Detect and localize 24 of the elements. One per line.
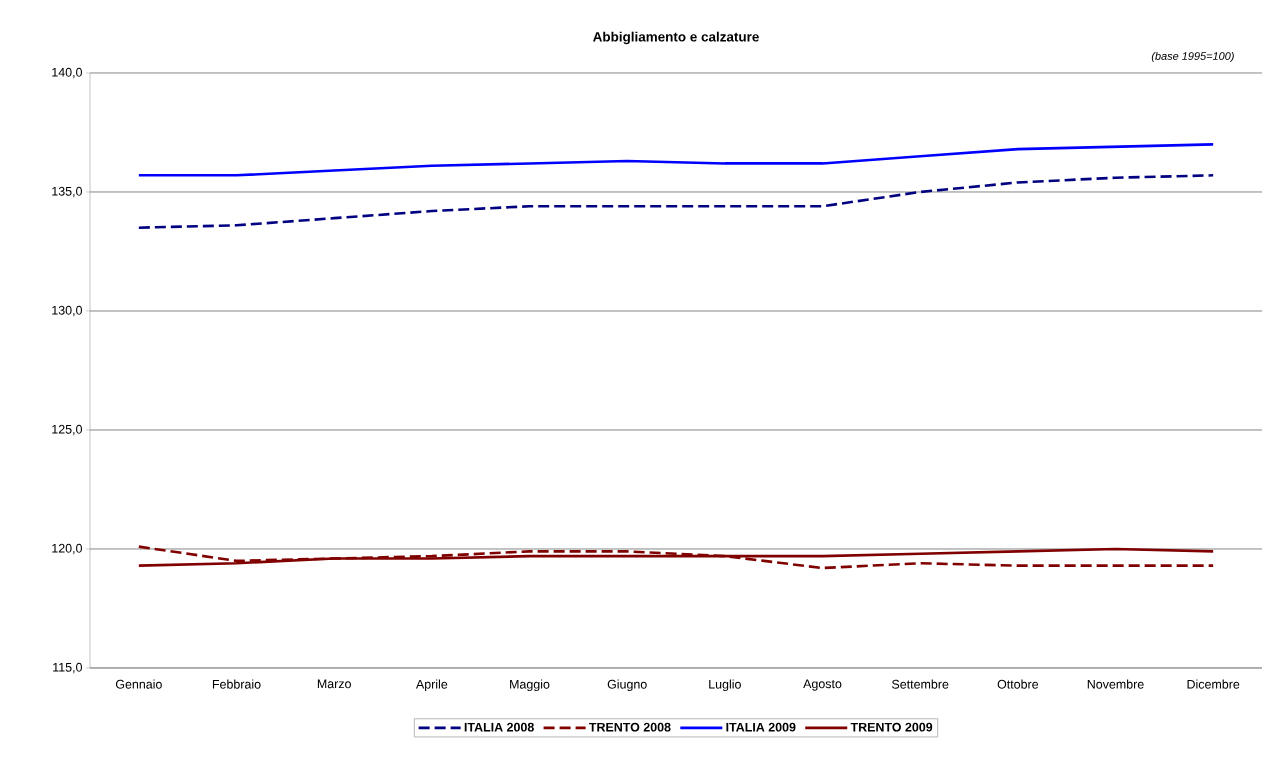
- x-tick-label: Settembre: [892, 679, 949, 689]
- x-tick-label: Giugno: [607, 679, 647, 692]
- y-tick-label: 130,0: [52, 305, 82, 317]
- x-tick-label: Maggio: [510, 679, 550, 692]
- x-tick-label: Febbraio: [212, 679, 261, 689]
- legend-label: ITALIA 2009: [726, 722, 796, 732]
- x-tick-label: Ottobre: [997, 679, 1039, 689]
- legend-label: TRENTO 2008: [589, 722, 671, 732]
- x-tick-label: Marzo: [317, 679, 351, 689]
- x-tick-label: Aprile: [415, 679, 448, 692]
- legend-label: ITALIA 2008: [464, 722, 534, 732]
- x-tick-label: Gennaio: [115, 679, 162, 689]
- y-tick-label: 140,0: [52, 67, 82, 79]
- x-tick-label: Dicembre: [1187, 679, 1240, 689]
- y-tick-label: 120,0: [52, 543, 82, 555]
- text: (base 1995=100): [1151, 51, 1234, 63]
- x-tick-label: Novembre: [1087, 679, 1144, 689]
- y-tick-label: 135,0: [52, 186, 82, 198]
- y-tick-label: 115,0: [53, 662, 82, 674]
- x-tick-label: Agosto: [803, 679, 842, 691]
- legend-label: TRENTO 2009: [850, 722, 933, 732]
- x-tick-label: Luglio: [709, 679, 741, 692]
- y-tick-label: 125,0: [52, 424, 82, 436]
- chart-title: Abbigliamento e calzature: [593, 31, 759, 45]
